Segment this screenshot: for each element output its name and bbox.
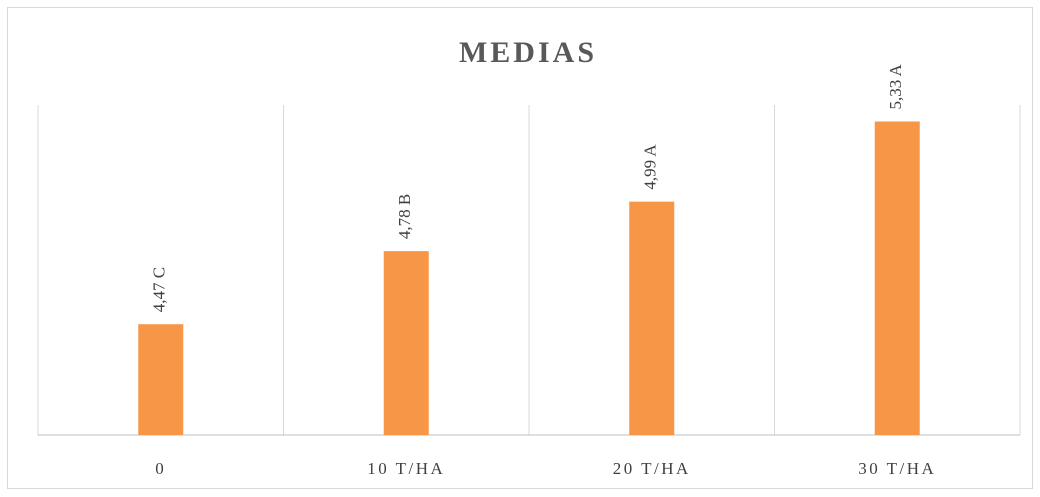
bar	[629, 201, 675, 435]
x-tick-label: 20 T/HA	[613, 459, 691, 478]
data-label: 4,99 A	[641, 144, 660, 190]
bar	[874, 121, 920, 435]
chart-title: MEDIAS	[459, 36, 597, 69]
data-label: 5,33 A	[886, 63, 905, 109]
x-tick-label: 10 T/HA	[367, 459, 445, 478]
data-label: 4,47 C	[150, 267, 169, 312]
bar	[138, 324, 184, 435]
x-tick-label: 0	[155, 459, 166, 478]
bar	[383, 251, 429, 435]
x-tick-label: 30 T/HA	[858, 459, 936, 478]
data-label: 4,78 B	[395, 194, 414, 239]
